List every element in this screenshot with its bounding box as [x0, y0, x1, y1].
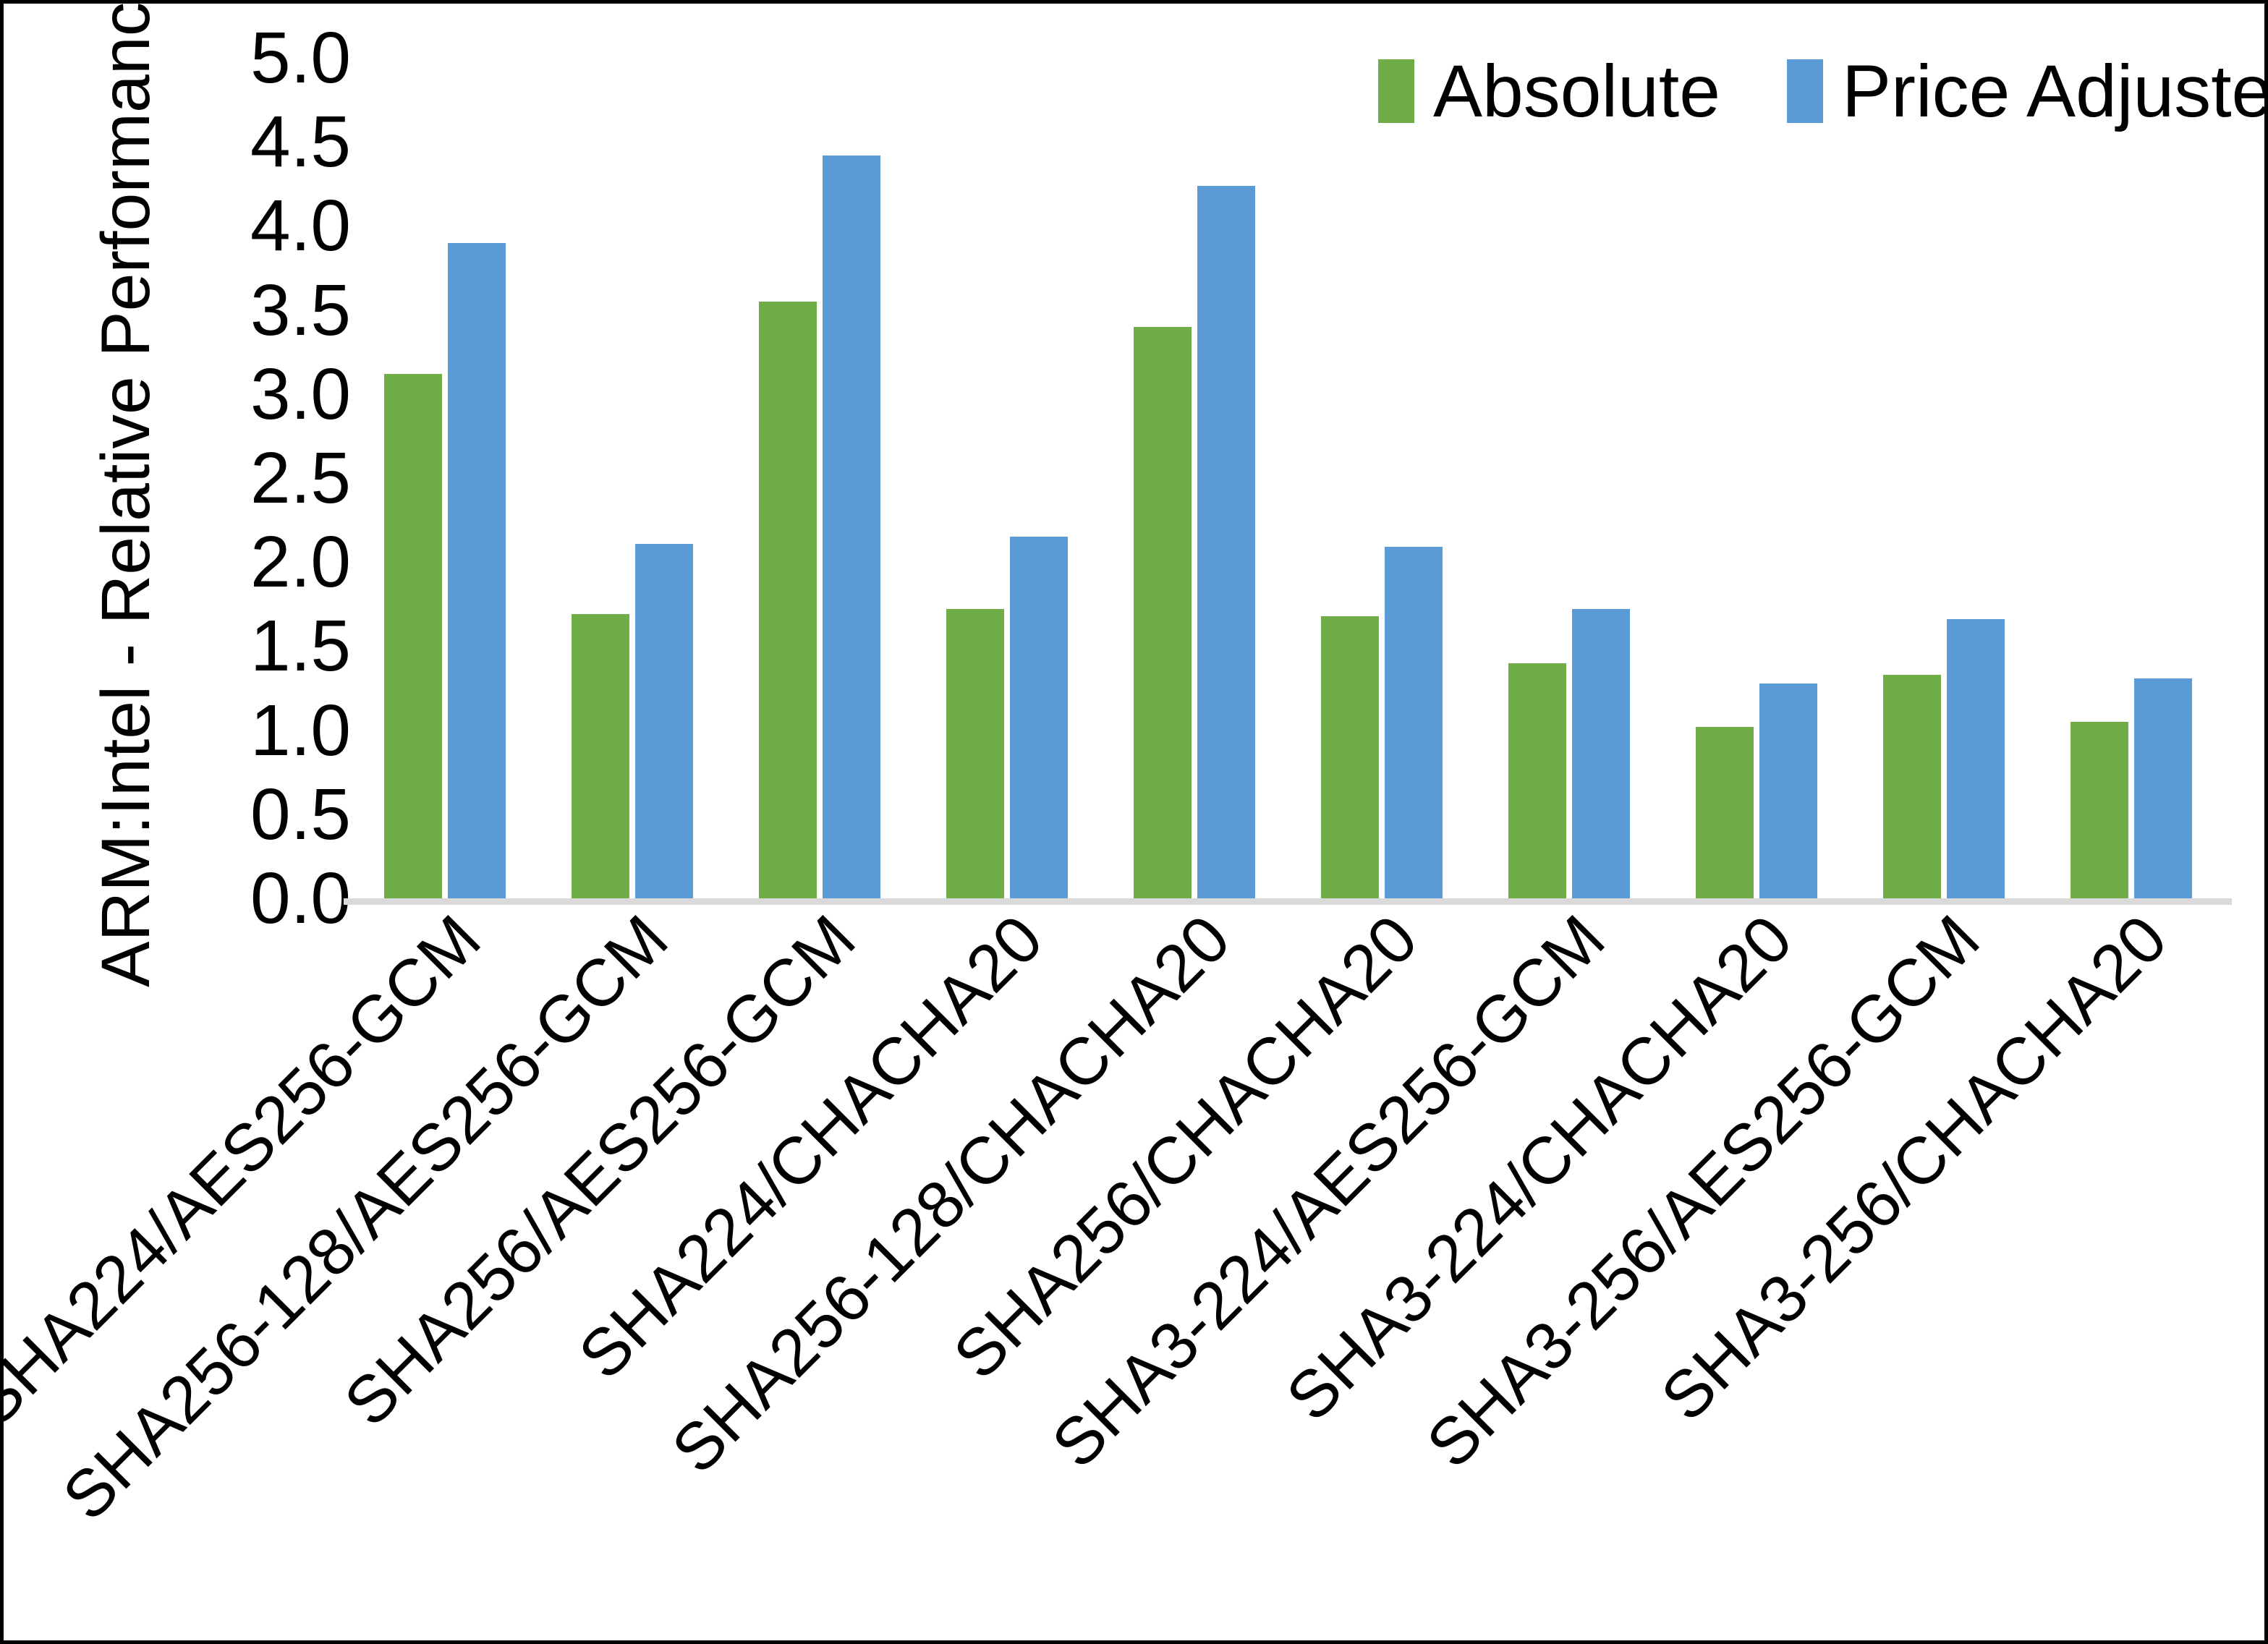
bar-absolute: [571, 614, 629, 898]
bar-group: [1850, 58, 2037, 898]
bar-price-adjusted: [1384, 547, 1443, 898]
bar-group: [538, 58, 726, 898]
bar-price-adjusted: [1009, 537, 1068, 898]
y-axis-tick-label: 2.0: [250, 521, 351, 603]
bar-group: [1288, 58, 1475, 898]
chart-legend: Absolute Price Adjusted: [1378, 50, 2268, 132]
y-axis-tick-label: 3.5: [250, 269, 351, 351]
y-axis-tick-label: 4.0: [250, 185, 351, 267]
bar-price-adjusted: [447, 242, 506, 898]
bar-absolute: [383, 373, 442, 898]
y-axis-tick-label: 1.0: [250, 689, 351, 771]
legend-label: Price Adjusted: [1841, 50, 2268, 132]
bar-price-adjusted: [1197, 185, 1255, 898]
y-axis-tick-label: 0.0: [250, 858, 351, 939]
legend-label: Absolute: [1433, 50, 1720, 132]
bar-group: [1100, 58, 1288, 898]
bar-group: [913, 58, 1100, 898]
bar-price-adjusted: [1759, 683, 1817, 898]
bar-absolute: [1133, 326, 1192, 898]
y-axis-tick-label: 1.5: [250, 605, 351, 687]
bar-group: [1662, 58, 1850, 898]
bar-absolute: [1320, 616, 1379, 898]
plot-area: [344, 58, 2232, 905]
bar-price-adjusted: [634, 543, 693, 898]
bar-price-adjusted: [1946, 619, 2005, 898]
bar-absolute: [1882, 674, 1941, 898]
bar-price-adjusted: [2133, 678, 2192, 898]
bar-group: [1475, 58, 1662, 898]
y-axis-tick-label: 5.0: [250, 17, 351, 98]
bar-price-adjusted: [822, 155, 880, 898]
bar-group: [726, 58, 913, 898]
x-axis-baseline: [344, 898, 2232, 905]
legend-swatch-absolute-icon: [1378, 59, 1414, 123]
bar-absolute: [1508, 663, 1566, 898]
bar-absolute: [1695, 726, 1754, 898]
y-axis-tick-label: 3.0: [250, 353, 351, 435]
bar-price-adjusted: [1571, 609, 1630, 898]
legend-item[interactable]: Absolute: [1378, 54, 1720, 128]
bar-absolute: [758, 301, 817, 898]
y-axis-tick-label: 4.5: [250, 101, 351, 183]
legend-item[interactable]: Price Adjusted: [1786, 50, 2268, 132]
x-axis-tick-labels: SHA224/AES256-GCM SHA256-128/AES256-GCM SH…: [4, 901, 2232, 1627]
y-axis-tick-labels: 5.0 4.5 4.0 3.5 3.0 2.5 2.0 1.5 1.0 0.5 0.0: [141, 4, 351, 944]
bar-absolute: [2070, 721, 2128, 898]
legend-swatch-price-adjusted-icon: [1786, 59, 1823, 123]
y-axis-tick-label: 0.5: [250, 773, 351, 855]
bar-group: [351, 58, 538, 898]
bar-group: [2037, 58, 2225, 898]
bar-absolute: [946, 609, 1004, 898]
y-axis-tick-label: 2.5: [250, 438, 351, 519]
